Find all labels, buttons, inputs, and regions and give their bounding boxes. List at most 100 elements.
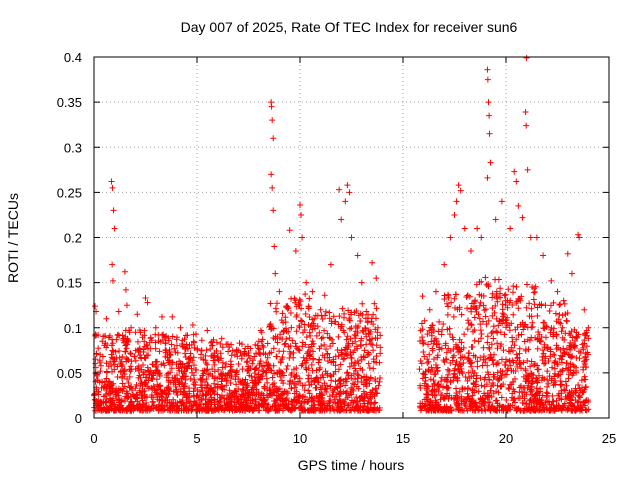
data-point <box>567 397 574 404</box>
data-point <box>273 353 280 360</box>
data-point <box>484 369 491 376</box>
data-point <box>453 358 460 365</box>
data-point <box>279 407 286 414</box>
data-point <box>464 326 471 333</box>
data-point <box>428 326 435 333</box>
data-point <box>165 377 172 384</box>
data-point <box>203 360 210 367</box>
data-point <box>262 369 269 376</box>
data-point <box>106 332 113 339</box>
data-point <box>267 390 274 397</box>
data-point <box>581 330 588 337</box>
data-point <box>259 342 266 349</box>
data-point <box>443 349 450 356</box>
data-point <box>451 211 458 218</box>
data-point <box>175 364 182 371</box>
data-point <box>102 383 109 390</box>
data-point <box>498 341 505 348</box>
data-point <box>518 293 525 300</box>
data-point <box>372 399 379 406</box>
data-point <box>284 362 291 369</box>
x-tick-label: 15 <box>396 431 410 446</box>
data-point <box>272 401 279 408</box>
data-point <box>349 397 356 404</box>
data-point <box>534 345 541 352</box>
data-point <box>536 301 543 308</box>
data-point <box>484 66 491 73</box>
data-point <box>181 344 188 351</box>
data-point <box>305 365 312 372</box>
data-point <box>416 338 423 345</box>
data-point <box>537 338 544 345</box>
data-point <box>478 292 485 299</box>
data-point <box>306 314 313 321</box>
data-point <box>457 354 464 361</box>
data-point <box>287 342 294 349</box>
data-point <box>344 333 351 340</box>
data-point <box>137 354 144 361</box>
data-point <box>282 402 289 409</box>
data-point <box>365 360 372 367</box>
data-point <box>289 379 296 386</box>
data-point <box>298 211 305 218</box>
data-point <box>271 389 278 396</box>
data-point <box>425 407 432 414</box>
data-point <box>523 54 530 61</box>
data-point <box>432 399 439 406</box>
data-point <box>548 402 555 409</box>
data-point <box>168 341 175 348</box>
data-point <box>558 356 565 363</box>
data-point <box>495 276 502 283</box>
data-point <box>537 397 544 404</box>
data-point <box>446 367 453 374</box>
data-point <box>473 308 480 315</box>
data-point <box>196 407 203 414</box>
data-point <box>581 376 588 383</box>
data-point <box>92 407 99 414</box>
data-point <box>352 404 359 411</box>
data-point <box>229 347 236 354</box>
data-point <box>203 400 210 407</box>
data-point <box>485 394 492 401</box>
data-point <box>419 334 426 341</box>
data-point <box>480 353 487 360</box>
data-point <box>440 320 447 327</box>
data-point <box>308 395 315 402</box>
data-point <box>95 331 102 338</box>
data-point <box>317 306 324 313</box>
data-point <box>461 225 468 232</box>
data-point <box>420 348 427 355</box>
data-point <box>543 407 550 414</box>
data-point <box>550 398 557 405</box>
data-point <box>430 356 437 363</box>
data-point <box>335 366 342 373</box>
data-point <box>154 390 161 397</box>
data-point <box>122 286 129 293</box>
data-point <box>568 407 575 414</box>
data-point <box>522 367 529 374</box>
data-point <box>303 334 310 341</box>
data-point <box>217 340 224 347</box>
data-point <box>472 297 479 304</box>
data-point <box>215 354 222 361</box>
data-point <box>309 338 316 345</box>
data-point <box>447 331 454 338</box>
data-point <box>544 383 551 390</box>
data-point <box>430 407 437 414</box>
data-point <box>280 319 287 326</box>
data-point <box>196 397 203 404</box>
data-point <box>492 216 499 223</box>
data-point <box>544 368 551 375</box>
data-point <box>268 349 275 356</box>
data-point <box>331 399 338 406</box>
data-point <box>504 304 511 311</box>
data-point <box>483 321 490 328</box>
data-point <box>551 365 558 372</box>
data-point <box>321 354 328 361</box>
data-point <box>184 332 191 339</box>
data-point <box>360 328 367 335</box>
data-point <box>433 365 440 372</box>
data-point <box>277 373 284 380</box>
data-point <box>205 387 212 394</box>
data-point <box>546 307 553 314</box>
